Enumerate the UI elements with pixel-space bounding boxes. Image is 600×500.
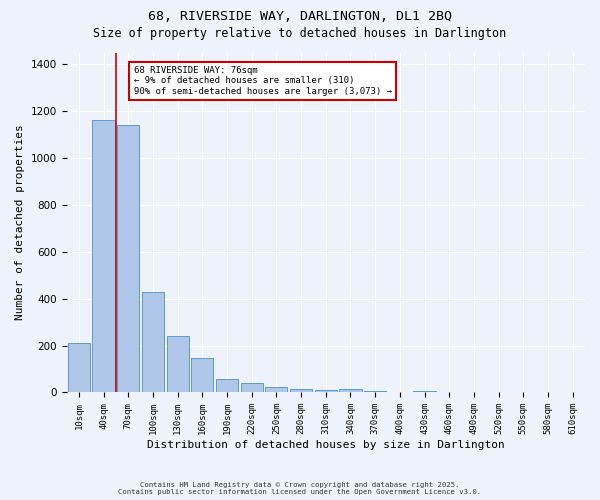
Bar [92, 120, 115, 392]
Y-axis label: Number of detached properties: Number of detached properties [15, 124, 25, 320]
Bar [167, 336, 189, 392]
Bar [413, 390, 436, 392]
Bar [265, 388, 287, 392]
Text: Size of property relative to detached houses in Darlington: Size of property relative to detached ho… [94, 28, 506, 40]
Bar [241, 382, 263, 392]
Text: 68, RIVERSIDE WAY, DARLINGTON, DL1 2BQ: 68, RIVERSIDE WAY, DARLINGTON, DL1 2BQ [148, 10, 452, 23]
Bar [314, 390, 337, 392]
X-axis label: Distribution of detached houses by size in Darlington: Distribution of detached houses by size … [147, 440, 505, 450]
Bar [340, 389, 362, 392]
Bar [68, 343, 90, 392]
Bar [142, 292, 164, 392]
Bar [191, 358, 214, 392]
Bar [117, 125, 139, 392]
Text: Contains HM Land Registry data © Crown copyright and database right 2025.
Contai: Contains HM Land Registry data © Crown c… [118, 482, 482, 495]
Text: 68 RIVERSIDE WAY: 76sqm
← 9% of detached houses are smaller (310)
90% of semi-de: 68 RIVERSIDE WAY: 76sqm ← 9% of detached… [134, 66, 392, 96]
Bar [216, 379, 238, 392]
Bar [290, 389, 312, 392]
